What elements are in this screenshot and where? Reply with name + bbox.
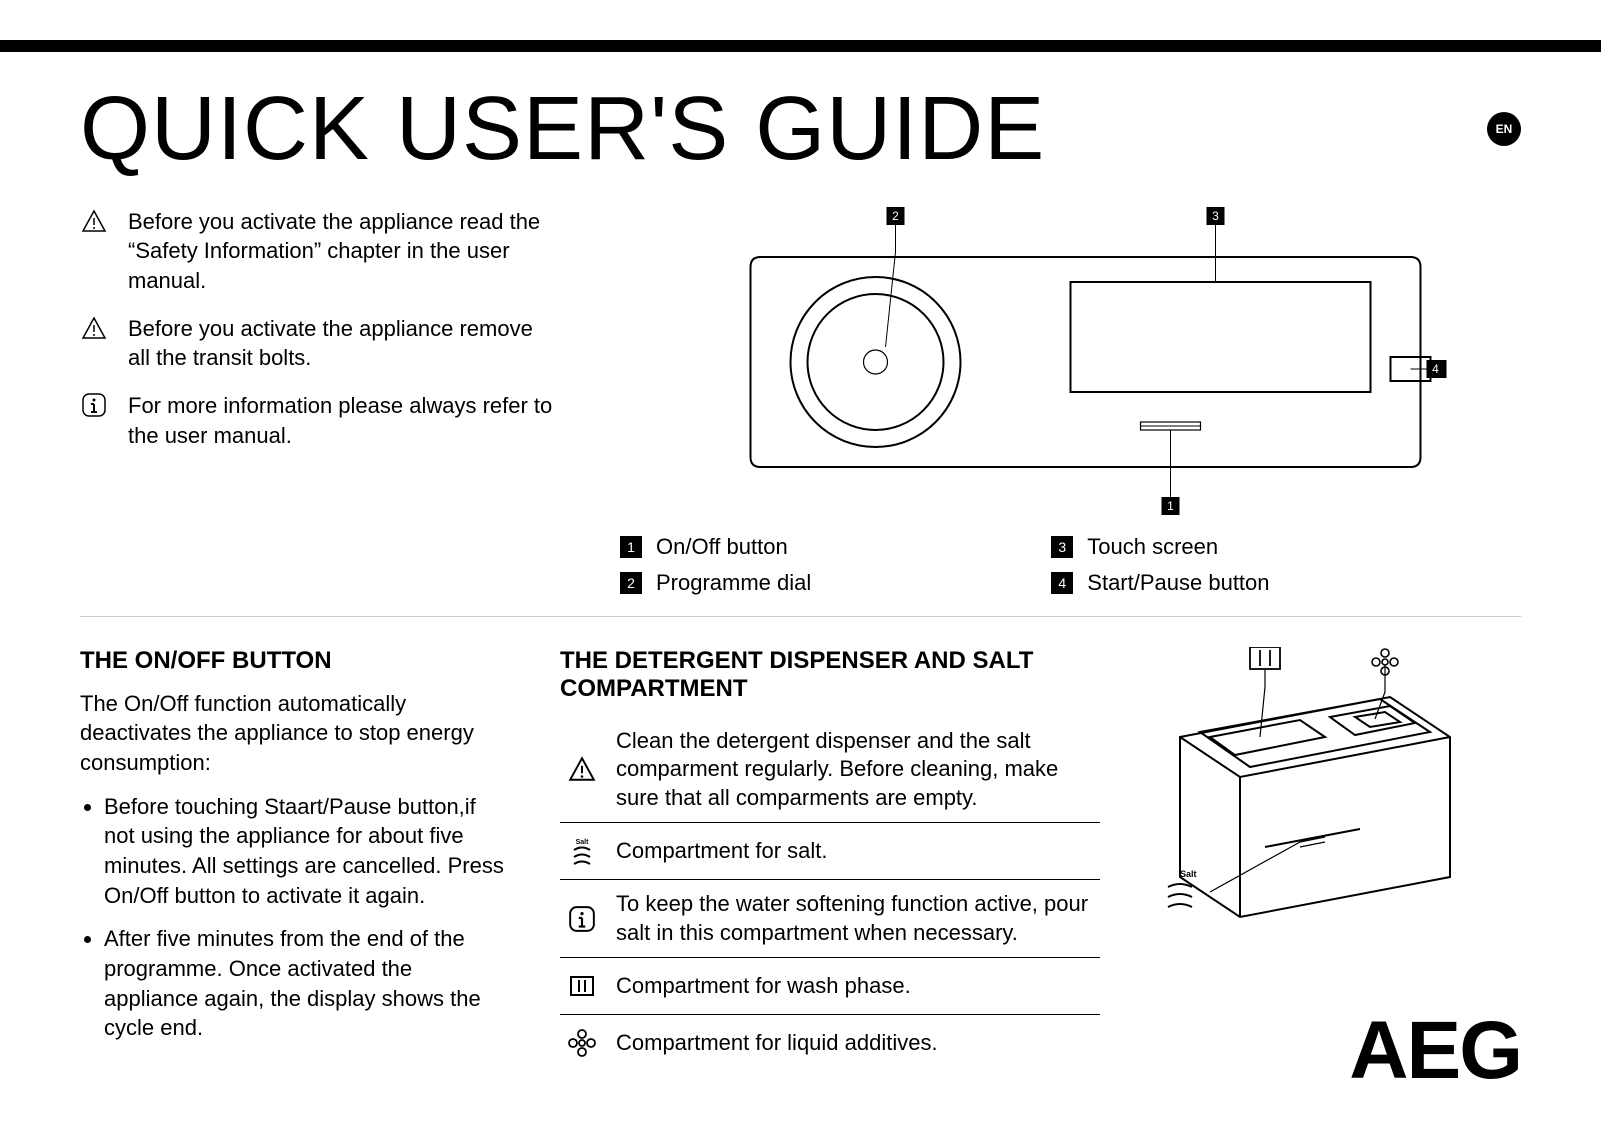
row-text: Compartment for wash phase. [616,972,911,1001]
flower-icon [564,1025,600,1061]
info-icon [564,901,600,937]
callout-number: 3 [1051,536,1073,558]
note-item: Before you activate the appliance read t… [80,207,560,296]
onoff-bullets: Before touching Staart/Pause button,if n… [80,792,510,1044]
table-row: Salt Compartment for salt. [560,823,1100,880]
safety-notes: Before you activate the appliance read t… [80,207,560,596]
salt-label: Salt [1180,869,1197,879]
note-item: Before you activate the appliance remove… [80,314,560,373]
note-text: Before you activate the appliance remove… [128,314,560,373]
detergent-section: THE DETERGENT DISPENSER AND SALT COMPART… [560,647,1100,1072]
dispenser-svg: Salt [1150,647,1470,947]
callout-number: 1 [620,536,642,558]
callout-item: 3 Touch screen [1051,534,1269,560]
lower-section: THE ON/OFF BUTTON The On/Off function au… [80,647,1521,1072]
upper-section: Before you activate the appliance read t… [80,207,1521,617]
svg-text:2: 2 [892,209,899,223]
list-item: Before touching Staart/Pause button,if n… [104,792,510,911]
warning-icon [80,207,108,235]
language-badge: EN [1487,112,1521,146]
top-rule [0,40,1601,52]
warning-icon [80,314,108,342]
info-icon [80,391,108,419]
note-text: For more information please always refer… [128,391,560,450]
callout-label: On/Off button [656,534,788,560]
table-row: Clean the detergent dispenser and the sa… [560,717,1100,824]
svg-text:1: 1 [1167,499,1174,513]
table-row: To keep the water softening function act… [560,880,1100,958]
brand-logo: AEG [1349,1004,1521,1098]
wash-phase-icon [564,968,600,1004]
page-title: QUICK USER'S GUIDE [80,82,1045,177]
note-item: For more information please always refer… [80,391,560,450]
panel-callout-legend: 1 On/Off button 2 Programme dial 3 Touch… [620,534,1521,596]
svg-text:4: 4 [1432,362,1439,376]
warning-icon [564,751,600,787]
table-row: Compartment for wash phase. [560,958,1100,1015]
callout-number: 2 [620,572,642,594]
section-heading: THE ON/OFF BUTTON [80,647,510,675]
callout-item: 4 Start/Pause button [1051,570,1269,596]
callout-number: 4 [1051,572,1073,594]
svg-text:Salt: Salt [576,839,590,846]
svg-text:3: 3 [1212,209,1219,223]
onoff-section: THE ON/OFF BUTTON The On/Off function au… [80,647,510,1072]
callout-label: Start/Pause button [1087,570,1269,596]
header-row: QUICK USER'S GUIDE EN [80,82,1521,177]
panel-svg: 2 3 4 1 [620,207,1521,517]
compartment-table: Clean the detergent dispenser and the sa… [560,717,1100,1072]
section-heading: THE DETERGENT DISPENSER AND SALT COMPART… [560,647,1100,703]
row-text: Clean the detergent dispenser and the sa… [616,727,1096,813]
callout-item: 1 On/Off button [620,534,811,560]
row-text: To keep the water softening function act… [616,890,1096,947]
callout-item: 2 Programme dial [620,570,811,596]
salt-icon: Salt [564,833,600,869]
row-text: Compartment for liquid additives. [616,1029,938,1058]
table-row: Compartment for liquid additives. [560,1015,1100,1071]
note-text: Before you activate the appliance read t… [128,207,560,296]
row-text: Compartment for salt. [616,837,828,866]
callout-label: Touch screen [1087,534,1218,560]
control-panel-diagram: 2 3 4 1 [620,207,1521,596]
callout-label: Programme dial [656,570,811,596]
section-intro: The On/Off function automatically deacti… [80,689,510,778]
list-item: After five minutes from the end of the p… [104,924,510,1043]
